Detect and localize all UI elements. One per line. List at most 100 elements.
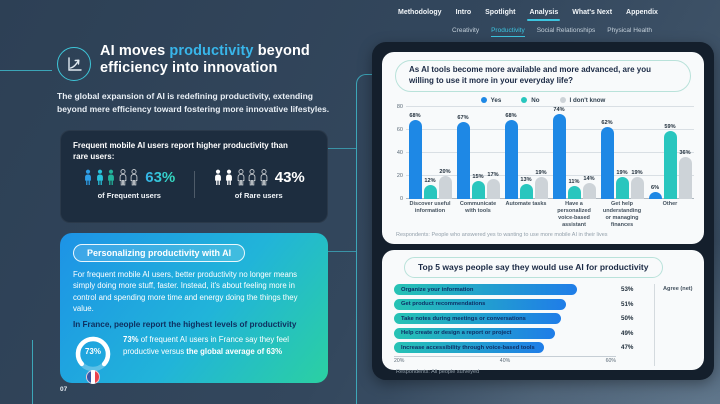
x-category-label: Automate tasks xyxy=(505,200,547,207)
rare-user-icons xyxy=(213,169,269,186)
hbar-value-label: 53% xyxy=(621,286,634,294)
hbar-category-label: Increase accessibility through voice-bas… xyxy=(401,344,535,351)
hbar: Take notes during meetings or conversati… xyxy=(394,313,561,325)
y-tick-label: 60 xyxy=(396,126,403,133)
hbar-row: Help create or design a report or projec… xyxy=(394,327,646,339)
hbar-row: Organize your information 53% xyxy=(394,284,646,296)
bar-with-label: 19% xyxy=(615,169,629,199)
bar-value-label: 68% xyxy=(409,113,421,120)
y-tick-label: 0 xyxy=(399,195,403,202)
bar-with-label: 68% xyxy=(504,113,518,199)
decorative-line xyxy=(328,251,356,252)
nav-secondary: Creativity Productivity Social Relationshi… xyxy=(398,27,688,37)
title-pre: AI moves xyxy=(100,43,170,59)
bar-with-label: 12% xyxy=(423,177,437,199)
person-icon xyxy=(214,169,221,186)
hbar: Increase accessibility through voice-bas… xyxy=(394,342,544,354)
bar-i-don-t-know xyxy=(534,176,548,199)
hbar-track: Increase accessibility through voice-bas… xyxy=(394,342,616,354)
bar-yes xyxy=(552,113,566,199)
stat-text: of frequent AI users in France say they … xyxy=(123,335,289,356)
x-category-label: Have a personalized voice-based assistan… xyxy=(557,200,591,229)
bar-value-label: 17% xyxy=(487,172,499,179)
bar-with-label: 20% xyxy=(438,169,452,199)
bar-no xyxy=(471,181,485,199)
bar-with-label: 14% xyxy=(582,175,596,199)
person-icon xyxy=(108,169,115,186)
bar-no xyxy=(615,176,629,199)
productivity-stats-card: Frequent mobile AI users report higher p… xyxy=(60,130,328,223)
bar-value-label: 68% xyxy=(505,113,517,120)
hbar: Help create or design a report or projec… xyxy=(394,327,555,339)
nav-primary: Methodology Intro Spotlight Analysis What's … xyxy=(398,9,688,21)
bars-zone: Organize your information 53% Get product … xyxy=(392,284,646,366)
growth-chart-icon xyxy=(57,47,91,81)
bar-value-label: 12% xyxy=(424,177,436,184)
bar-with-label: 62% xyxy=(600,120,614,199)
stats-heading: Frequent mobile AI users report higher p… xyxy=(73,141,288,162)
nav-subitem-social-relationships[interactable]: Social Relationships xyxy=(536,27,596,34)
bar-yes xyxy=(456,121,470,199)
bar-no xyxy=(663,130,677,199)
bar-group: 62% 19% 19% xyxy=(598,107,646,199)
bar-value-label: 59% xyxy=(664,123,676,130)
x-tick-label: 60% xyxy=(605,358,616,365)
nav-item-spotlight[interactable]: Spotlight xyxy=(485,9,516,16)
bar-yes xyxy=(648,191,662,199)
nav-item-methodology[interactable]: Methodology xyxy=(398,9,442,16)
legend-dot xyxy=(480,97,487,104)
title-highlight: productivity xyxy=(169,43,254,59)
card-body-text: For frequent mobile AI users, better pro… xyxy=(73,270,298,313)
bar-i-don-t-know xyxy=(486,179,500,199)
bar-yes xyxy=(504,120,518,199)
nav-item-intro[interactable]: Intro xyxy=(455,9,472,16)
personalization-card: Personalizing productivity with AI For f… xyxy=(60,233,328,385)
bar-value-label: 14% xyxy=(583,175,595,182)
x-category-label: Communicate with tools xyxy=(459,200,497,214)
legend-item: Yes xyxy=(480,97,501,104)
france-stat-text: 73% of frequent AI users in France say t… xyxy=(123,334,315,357)
stat-bold: the global average of 63% xyxy=(186,346,283,356)
axis-side-note: Agree (net) xyxy=(654,284,694,367)
bar-with-label: 15% xyxy=(471,174,485,199)
bar-with-label: 68% xyxy=(408,113,422,199)
rare-users-stat: 43% of Rare users xyxy=(203,169,316,200)
hbar-category-label: Organize your information xyxy=(401,286,474,293)
legend-dot xyxy=(521,97,528,104)
hbar: Organize your information xyxy=(394,284,578,296)
bar-value-label: 19% xyxy=(616,169,628,176)
bar-no xyxy=(567,185,581,199)
hbar: Get product recommendations xyxy=(394,298,567,310)
gridline xyxy=(406,105,694,107)
gauge: 73% xyxy=(73,334,113,385)
nav-item-analysis[interactable]: Analysis xyxy=(527,9,561,21)
hbar-track: Organize your information xyxy=(394,284,616,296)
person-icon xyxy=(248,169,256,186)
person-icon xyxy=(96,169,103,186)
agree-net-label: Agree (net) xyxy=(663,286,693,293)
hbar-track: Get product recommendations xyxy=(394,298,616,310)
gridline xyxy=(406,128,694,130)
person-icon xyxy=(260,169,268,186)
bar-with-label: 59% xyxy=(663,123,677,199)
plot-area: 68% 12% 20% 67% 15% 17% 68% 13% 19% 74% 11% 14% 62% 1… xyxy=(406,105,694,199)
hbar-value-label: 49% xyxy=(621,329,634,337)
bar-yes xyxy=(408,120,422,199)
nav-subitem-physical-health[interactable]: Physical Health xyxy=(607,27,653,34)
hbar-row: Take notes during meetings or conversati… xyxy=(394,313,646,325)
bar-i-don-t-know xyxy=(630,176,644,199)
person-icon xyxy=(226,169,233,186)
legend-item: I don't know xyxy=(559,97,605,104)
top5-chart-card: Top 5 ways people say they would use AI … xyxy=(382,250,704,375)
nav-subitem-creativity[interactable]: Creativity xyxy=(452,27,480,34)
y-tick-label: 20 xyxy=(396,172,403,179)
y-tick-label: 40 xyxy=(396,149,403,156)
bar-group: 74% 11% 14% xyxy=(550,107,598,199)
x-category-label: Discover useful information xyxy=(409,200,451,214)
bar-value-label: 74% xyxy=(553,106,565,113)
gridline xyxy=(406,197,694,199)
frequent-users-stat: 63% of Frequent users xyxy=(73,169,186,200)
nav-subitem-productivity[interactable]: Productivity xyxy=(491,27,525,37)
nav-item-appendix[interactable]: Appendix xyxy=(626,9,658,16)
nav-item-what-s-next[interactable]: What's Next xyxy=(572,9,613,16)
